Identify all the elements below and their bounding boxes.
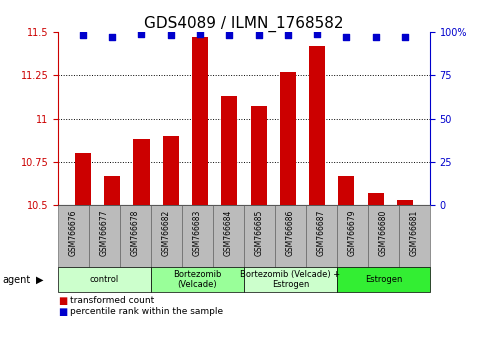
Bar	[163, 136, 179, 205]
Bar	[192, 37, 208, 205]
Point	[167, 33, 174, 38]
Bar	[251, 107, 267, 205]
Text: GSM766683: GSM766683	[193, 210, 202, 256]
Title: GDS4089 / ILMN_1768582: GDS4089 / ILMN_1768582	[144, 16, 344, 32]
Text: GSM766687: GSM766687	[317, 210, 326, 256]
Point	[401, 34, 409, 40]
Bar	[397, 200, 413, 205]
Point	[138, 31, 145, 36]
Bar	[75, 153, 91, 205]
Bar	[280, 72, 296, 205]
Text: GSM766678: GSM766678	[131, 210, 140, 256]
Text: GSM766677: GSM766677	[100, 210, 109, 256]
Text: GSM766685: GSM766685	[255, 210, 264, 256]
Bar	[104, 176, 120, 205]
Bar	[338, 176, 355, 205]
Bar	[221, 96, 237, 205]
Point	[108, 34, 116, 40]
Text: agent: agent	[2, 275, 30, 285]
Bar	[309, 46, 325, 205]
Point	[196, 31, 204, 36]
Point	[255, 33, 262, 38]
Text: Estrogen: Estrogen	[365, 275, 402, 284]
Text: GSM766680: GSM766680	[379, 210, 388, 256]
Point	[372, 34, 380, 40]
Text: percentile rank within the sample: percentile rank within the sample	[70, 307, 223, 316]
Point	[79, 33, 87, 38]
Text: Bortezomib
(Velcade): Bortezomib (Velcade)	[173, 270, 222, 289]
Bar	[368, 193, 384, 205]
Text: ▶: ▶	[36, 275, 44, 285]
Point	[284, 33, 292, 38]
Text: GSM766682: GSM766682	[162, 210, 171, 256]
Point	[342, 34, 350, 40]
Text: transformed count: transformed count	[70, 296, 154, 306]
Point	[313, 31, 321, 36]
Text: GSM766681: GSM766681	[410, 210, 419, 256]
Text: GSM766676: GSM766676	[69, 210, 78, 256]
Text: control: control	[90, 275, 119, 284]
Text: ■: ■	[58, 296, 67, 306]
Bar	[133, 139, 150, 205]
Text: Bortezomib (Velcade) +
Estrogen: Bortezomib (Velcade) + Estrogen	[241, 270, 341, 289]
Text: GSM766686: GSM766686	[286, 210, 295, 256]
Text: ■: ■	[58, 307, 67, 316]
Point	[226, 33, 233, 38]
Text: GSM766684: GSM766684	[224, 210, 233, 256]
Text: GSM766679: GSM766679	[348, 210, 357, 256]
